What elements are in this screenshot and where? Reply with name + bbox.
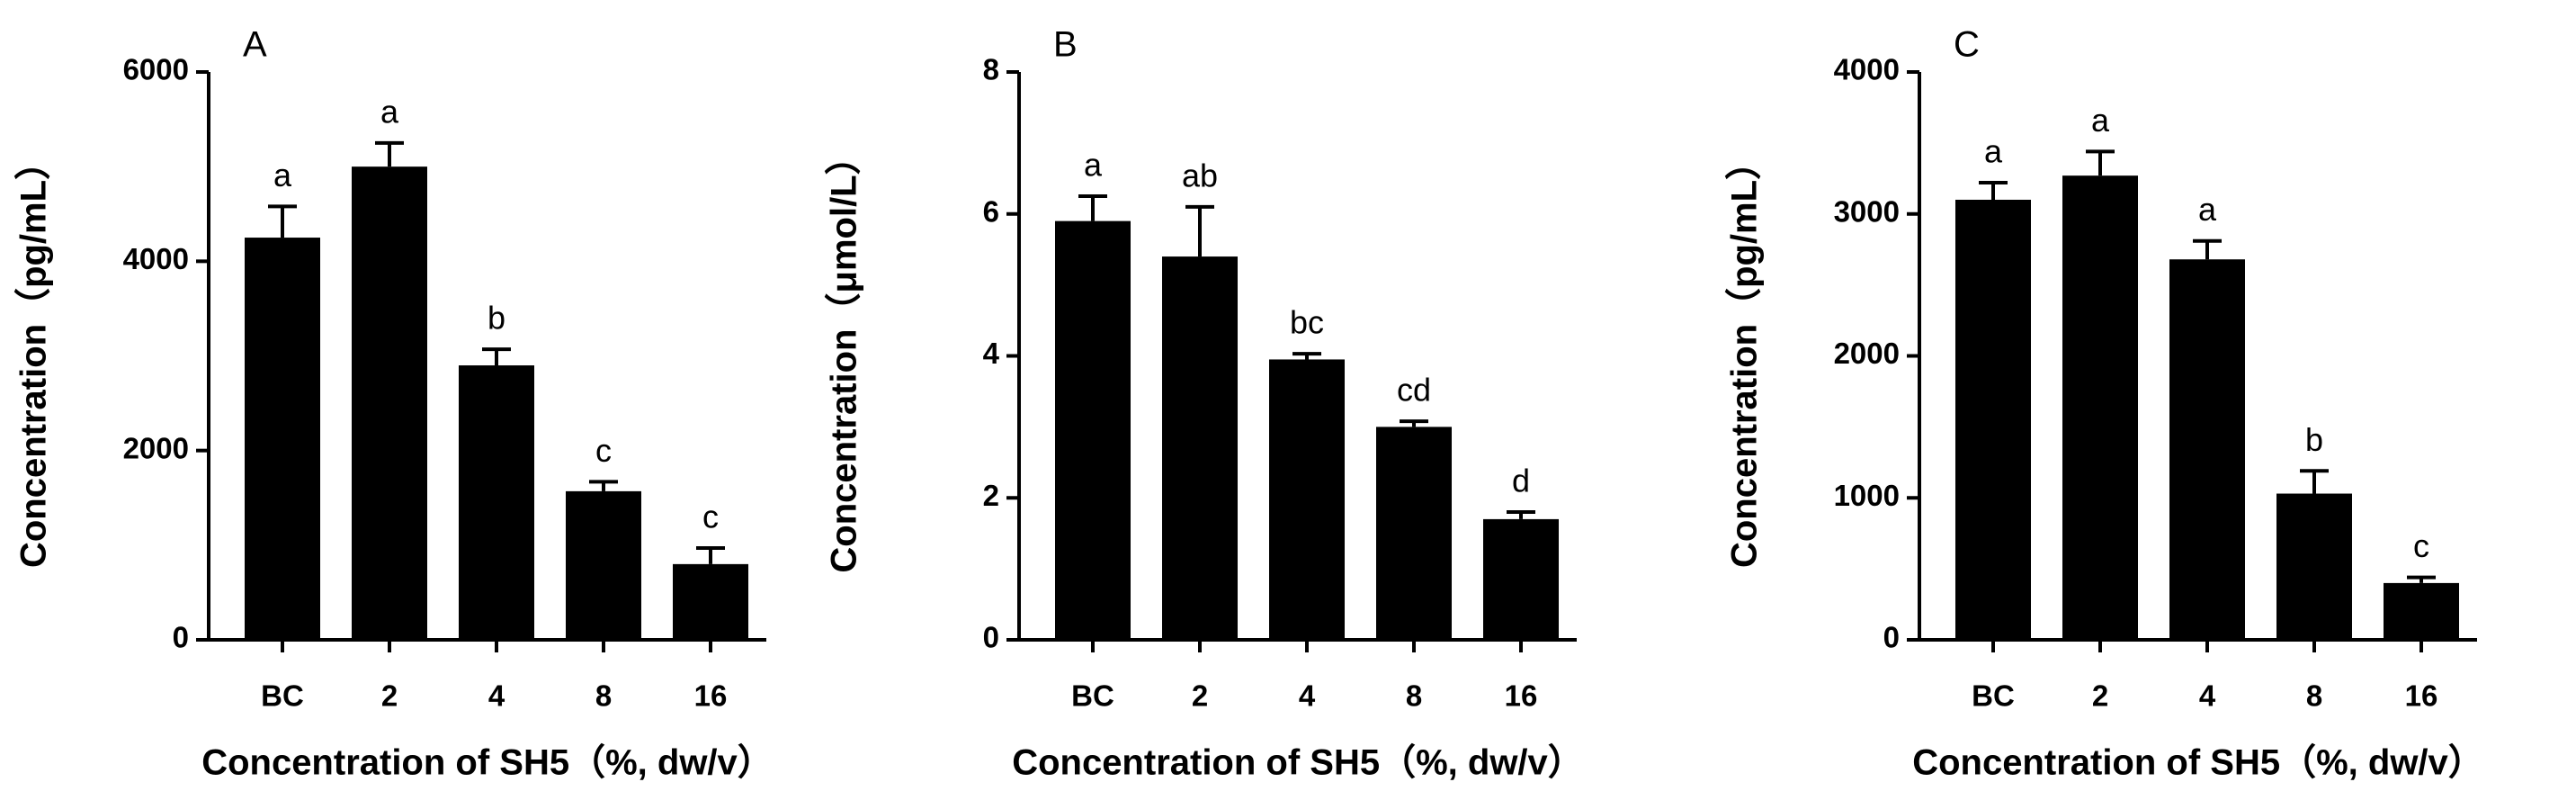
significance-label: ab	[1182, 157, 1218, 193]
bar	[245, 238, 320, 640]
error-bar	[696, 545, 725, 564]
error-bar	[1979, 181, 2008, 200]
significance-label: b	[2305, 421, 2323, 458]
x-tick-label: 2	[2092, 679, 2108, 713]
error-bar	[1292, 352, 1321, 360]
bar	[2169, 259, 2245, 640]
bar	[673, 563, 748, 640]
significance-label: a	[1984, 133, 2003, 170]
x-axis-label: Concentration of SH5（%, dw/v）	[1012, 743, 1584, 783]
y-axis-label: Concentration（pg/mL）	[14, 144, 54, 568]
bar	[2062, 175, 2138, 641]
significance-label: a	[2198, 191, 2217, 228]
error-bar	[1078, 194, 1107, 221]
x-tick-label: 2	[1192, 679, 1208, 713]
y-tick-label: 0	[983, 621, 999, 654]
significance-label: a	[273, 157, 292, 193]
bar	[352, 166, 427, 640]
bar	[2384, 582, 2459, 640]
significance-label: c	[595, 432, 612, 469]
panel-label: A	[243, 25, 267, 65]
error-bar	[2086, 149, 2115, 176]
error-bar	[268, 204, 297, 238]
bar	[1055, 220, 1131, 640]
panel-label: B	[1053, 25, 1078, 65]
y-tick-label: 6000	[123, 53, 189, 86]
y-tick-label: 8	[983, 53, 999, 86]
error-bar	[2193, 238, 2222, 260]
error-bar	[1185, 204, 1214, 257]
x-axis-label: Concentration of SH5（%, dw/v）	[1912, 743, 2484, 783]
y-axis-label: Concentration（pg/mL）	[1725, 144, 1765, 568]
significance-label: c	[2413, 527, 2429, 564]
significance-label: b	[487, 300, 505, 337]
bar	[2276, 493, 2352, 640]
bar	[566, 490, 641, 640]
x-tick-label: 4	[2199, 679, 2216, 713]
y-tick-label: 2000	[123, 431, 189, 464]
significance-label: d	[1512, 463, 1530, 499]
error-bar	[482, 347, 511, 366]
error-bar	[2407, 575, 2436, 583]
significance-label: c	[702, 499, 719, 535]
error-bar	[375, 140, 404, 167]
bar	[1955, 199, 2031, 640]
x-tick-label: BC	[1071, 679, 1114, 713]
x-tick-label: 2	[381, 679, 398, 713]
bar	[1376, 427, 1452, 640]
y-tick-label: 2	[983, 479, 999, 512]
x-tick-label: 8	[1406, 679, 1422, 713]
x-tick-label: BC	[1972, 679, 2015, 713]
significance-label: cd	[1397, 372, 1431, 409]
significance-label: a	[1084, 147, 1103, 184]
x-tick-label: 16	[694, 679, 728, 713]
significance-label: a	[2091, 102, 2110, 139]
y-tick-label: 1000	[1834, 479, 1900, 512]
significance-label: bc	[1290, 304, 1324, 341]
x-tick-label: 4	[1299, 679, 1316, 713]
y-axis-label: Concentration（μmol/L）	[825, 139, 864, 572]
x-tick-label: 8	[2306, 679, 2322, 713]
bar	[1269, 359, 1345, 640]
x-tick-label: 8	[595, 679, 612, 713]
bar	[1483, 518, 1559, 640]
bar	[1162, 256, 1238, 640]
error-bar	[2300, 469, 2329, 494]
bar	[459, 365, 534, 640]
x-tick-label: 16	[2405, 679, 2438, 713]
y-tick-label: 4000	[123, 242, 189, 275]
y-tick-label: 0	[173, 621, 189, 654]
error-bar	[1507, 510, 1535, 519]
x-tick-label: BC	[261, 679, 304, 713]
significance-label: a	[380, 93, 399, 130]
y-tick-label: 3000	[1834, 194, 1900, 228]
error-bar	[589, 480, 618, 491]
x-tick-label: 4	[488, 679, 505, 713]
x-tick-label: 16	[1505, 679, 1538, 713]
y-tick-label: 6	[983, 194, 999, 228]
error-bar	[1400, 419, 1428, 427]
panel-label: C	[1954, 25, 1980, 65]
y-tick-label: 4	[983, 337, 1000, 370]
y-tick-label: 2000	[1834, 337, 1900, 370]
y-tick-label: 0	[1883, 621, 1900, 654]
x-axis-label: Concentration of SH5（%, dw/v）	[201, 743, 774, 783]
y-tick-label: 4000	[1834, 53, 1900, 86]
